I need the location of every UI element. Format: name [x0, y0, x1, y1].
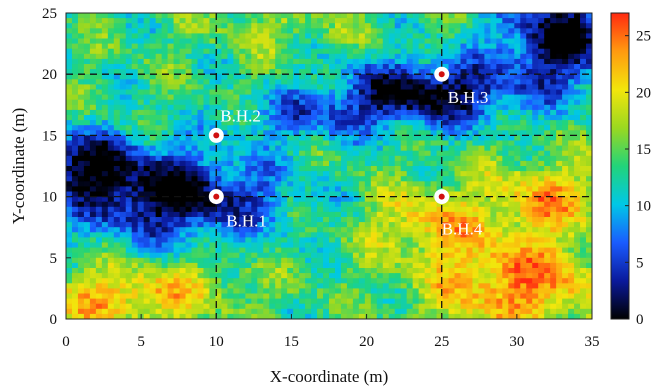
x-tick-label: 35	[585, 334, 600, 350]
y-tick-label: 10	[42, 190, 57, 206]
y-tick-label: 5	[50, 251, 58, 267]
borehole-label: B.H.2	[220, 106, 261, 125]
borehole-marker-dot	[213, 193, 220, 200]
borehole-marker-dot	[213, 132, 220, 139]
borehole-label: B.H.4	[442, 220, 483, 239]
borehole-label: B.H.3	[448, 88, 489, 107]
x-tick-label: 0	[62, 334, 70, 350]
dashed-guide-lines	[66, 13, 592, 319]
colorbar-tick-label: 25	[636, 29, 651, 45]
y-tick-label: 25	[42, 6, 57, 22]
x-axis-label: X-coordinate (m)	[270, 367, 388, 386]
x-tick-label: 30	[509, 334, 524, 350]
colorbar-tick-label: 0	[636, 312, 644, 328]
colorbar-tick-label: 15	[636, 142, 651, 158]
colorbar-tick-label: 20	[636, 85, 651, 101]
borehole-label: B.H.1	[226, 212, 267, 231]
colorbar	[610, 12, 630, 320]
y-axis-label: Y-coordinate (m)	[9, 108, 28, 225]
colorbar-ticks: 0 5 10 15 20 25	[625, 29, 651, 328]
borehole-markers: B.H.1 B.H.2 B.H.3 B.H.4	[208, 66, 489, 239]
x-tick-label: 5	[137, 334, 145, 350]
borehole-marker-dot	[438, 193, 445, 200]
x-tick-label: 20	[359, 334, 374, 350]
y-tick-label: 0	[50, 312, 58, 328]
heatmap-cells	[66, 13, 592, 319]
y-tick-label: 15	[42, 128, 57, 144]
y-axis-ticks: 0 5 10 15 20 25	[42, 6, 71, 328]
x-tick-label: 15	[284, 334, 299, 350]
x-tick-label: 10	[209, 334, 224, 350]
x-axis-ticks: 0 5 10 15 20 25 30 35	[62, 314, 600, 350]
x-tick-label: 25	[434, 334, 449, 350]
y-tick-label: 20	[42, 67, 57, 83]
borehole-marker-dot	[438, 71, 445, 78]
colorbar-tick-label: 10	[636, 199, 651, 215]
plot-frame	[65, 12, 593, 320]
colorbar-tick-label: 5	[636, 255, 644, 271]
